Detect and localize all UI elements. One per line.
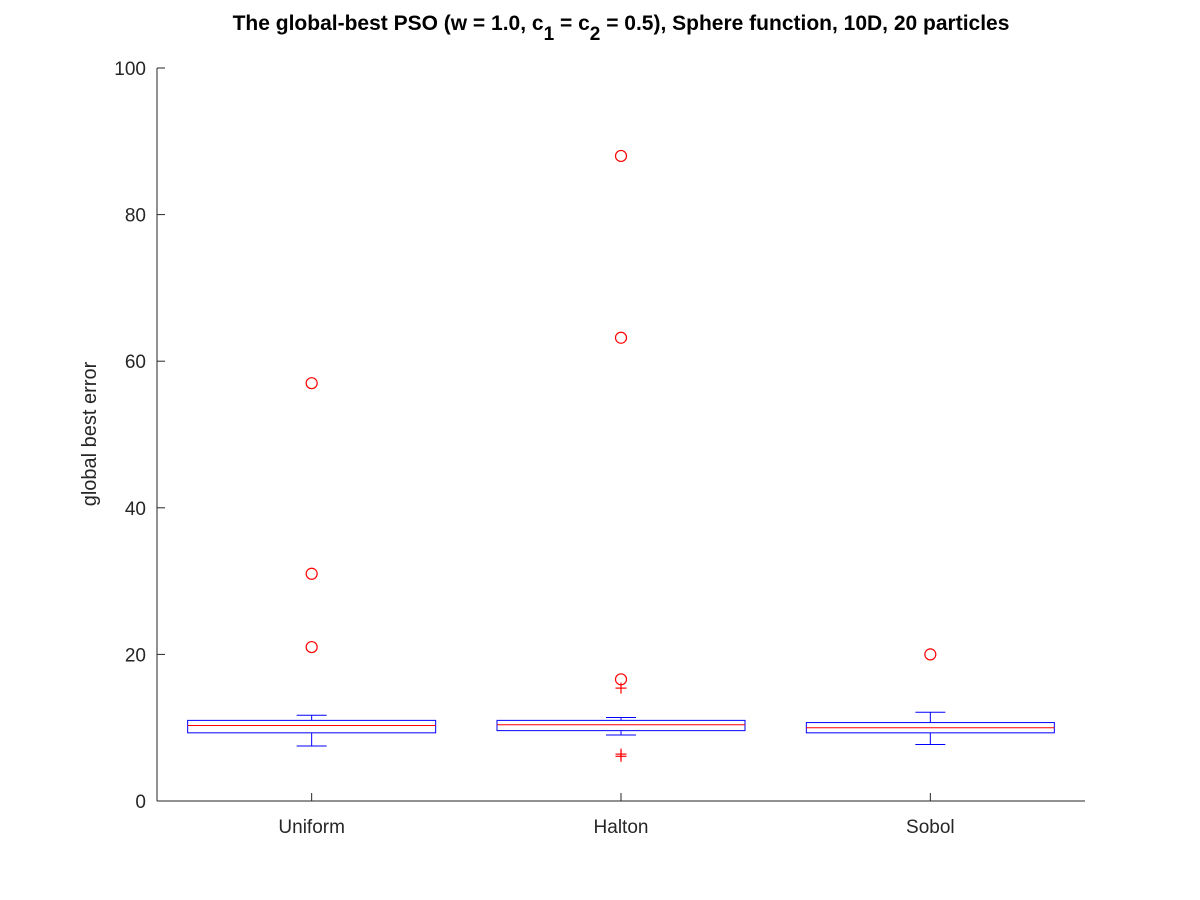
box-halton xyxy=(496,149,746,762)
box-sobol xyxy=(805,648,1055,746)
x-tick-label: Halton xyxy=(594,817,649,838)
box-body xyxy=(187,719,437,734)
outlier-point xyxy=(305,567,318,580)
chart-title-subscript: 1 xyxy=(544,24,555,45)
outlier-point xyxy=(924,648,937,661)
x-tick-label: Sobol xyxy=(906,817,955,838)
outlier-plus-point xyxy=(615,682,627,694)
y-tick-label: 100 xyxy=(114,59,146,80)
chart-title-part: = c xyxy=(554,12,590,35)
y-tick-label: 80 xyxy=(125,206,146,227)
box-uniform xyxy=(187,377,437,747)
y-tick-label: 0 xyxy=(135,792,146,813)
chart-title-part: The global-best PSO (w = 1.0, c xyxy=(233,12,544,35)
boxes xyxy=(187,149,1055,762)
x-tick-label: Uniform xyxy=(278,817,345,838)
y-tick-label: 20 xyxy=(125,645,146,666)
outlier-point xyxy=(305,377,318,390)
outlier-plus-point xyxy=(615,750,627,762)
y-ticks: 0 20 40 60 80 100 xyxy=(114,59,165,813)
y-axis-label: global best error xyxy=(79,361,101,506)
chart-title: The global-best PSO (w = 1.0, c1 = c2 = … xyxy=(233,12,1010,45)
chart-title-subscript: 2 xyxy=(590,24,601,45)
outlier-point xyxy=(305,640,318,654)
outlier-point xyxy=(614,149,628,163)
outlier-point xyxy=(614,331,628,344)
y-tick-label: 40 xyxy=(125,499,146,520)
x-ticks: Uniform Halton Sobol xyxy=(278,793,955,838)
y-tick-label: 60 xyxy=(125,352,146,373)
chart-title-part: = 0.5), Sphere function, 10D, 20 particl… xyxy=(600,12,1009,35)
box-body xyxy=(496,719,746,732)
